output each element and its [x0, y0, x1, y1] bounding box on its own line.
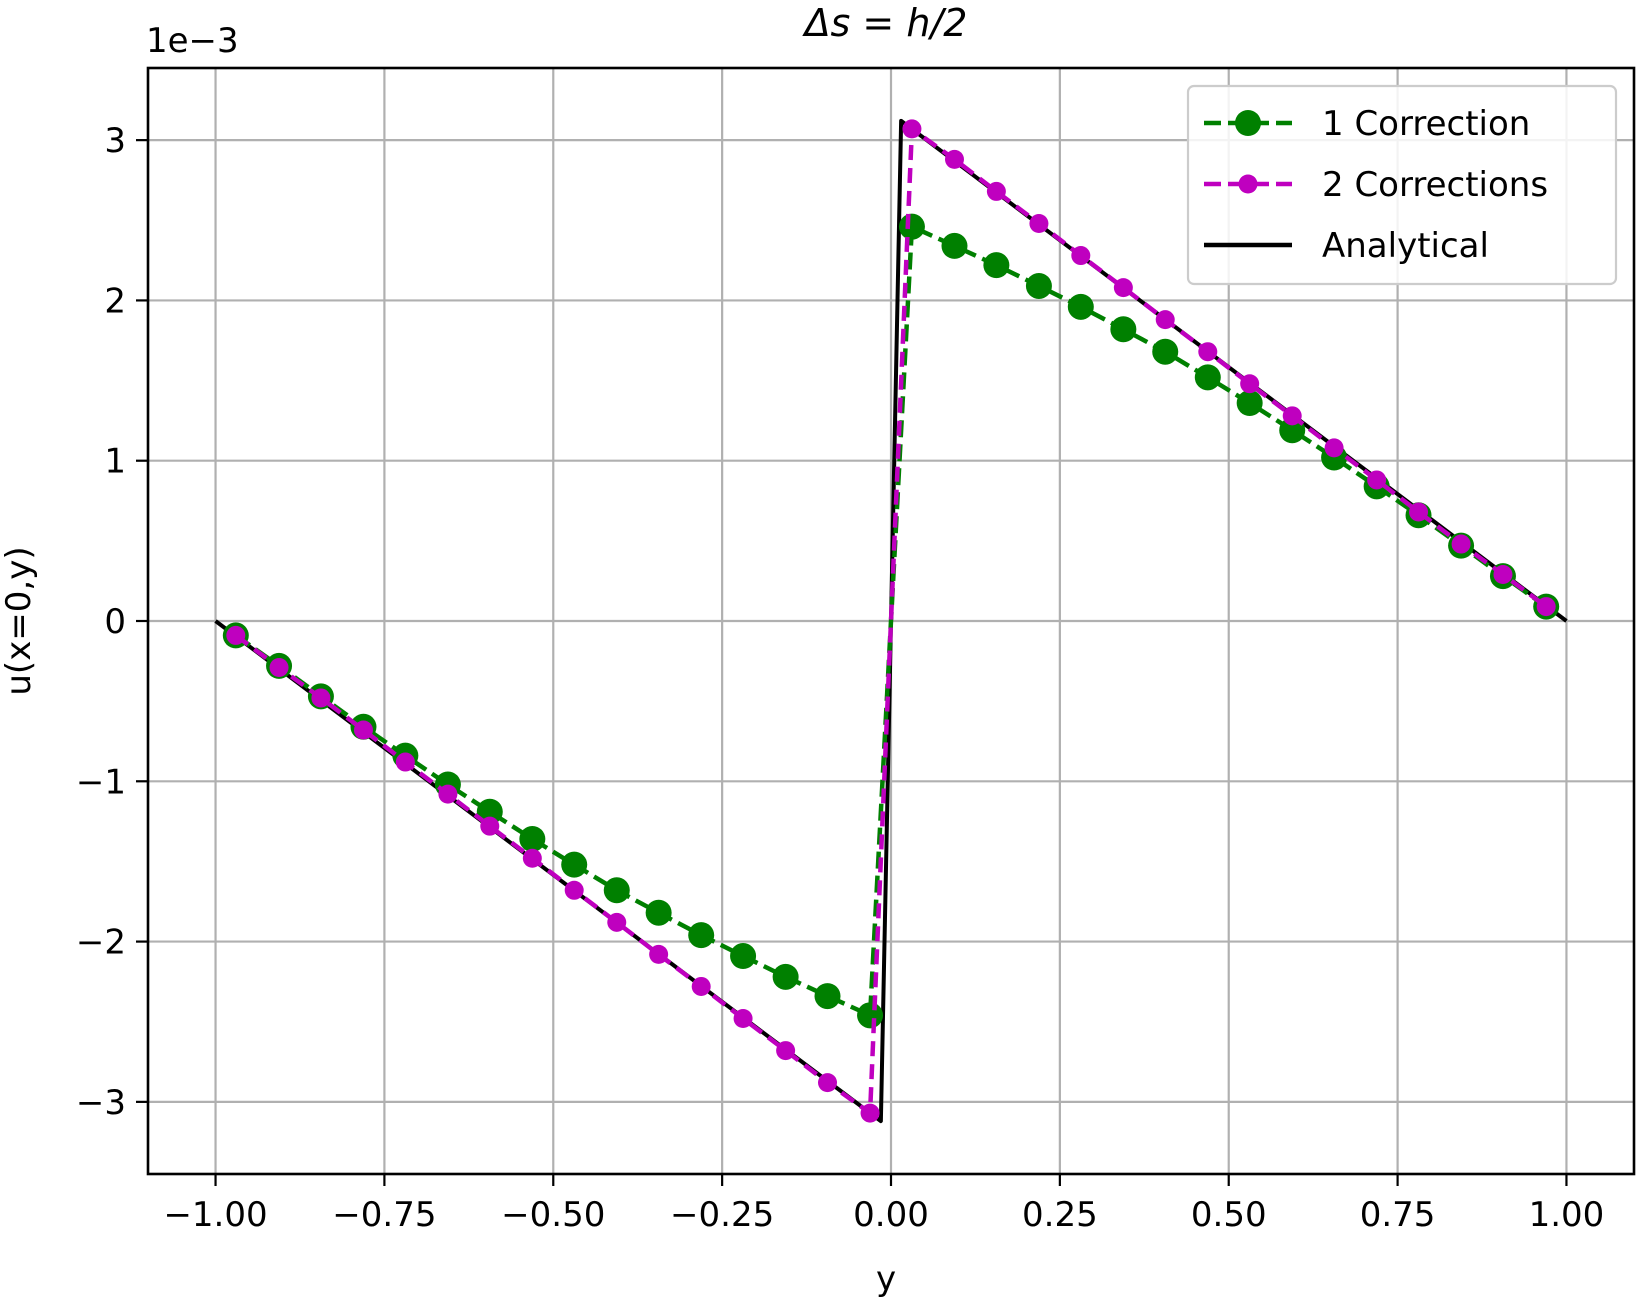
- x-tick-label: 0.75: [1360, 1195, 1436, 1235]
- data-point: [902, 119, 922, 139]
- data-point: [898, 213, 925, 240]
- y-tick-label: −3: [76, 1083, 126, 1123]
- data-point: [1155, 310, 1175, 330]
- data-point: [395, 752, 415, 772]
- x-tick-label: 1.00: [1529, 1195, 1605, 1235]
- y-axis: −3 −2 −1 0 1 2 3: [76, 121, 148, 1123]
- legend-box: [1186, 84, 1618, 286]
- data-point: [564, 880, 584, 900]
- data-point: [776, 1041, 796, 1061]
- data-point: [1194, 364, 1221, 391]
- data-point: [226, 625, 246, 645]
- x-tick-label: −0.25: [670, 1195, 774, 1235]
- data-point: [1279, 417, 1306, 444]
- data-point: [1324, 438, 1344, 458]
- data-point: [986, 181, 1006, 201]
- data-point: [1071, 246, 1091, 266]
- data-point: [944, 149, 964, 169]
- data-point: [857, 1002, 884, 1029]
- y-tick-label: 3: [104, 121, 126, 161]
- data-point: [941, 232, 968, 259]
- legend-label: 2 Corrections: [1322, 165, 1548, 205]
- data-point: [269, 657, 289, 677]
- data-point: [1236, 390, 1263, 417]
- legend-marker: [1238, 174, 1258, 194]
- data-point: [603, 877, 630, 904]
- data-point: [730, 943, 757, 970]
- data-point: [1113, 278, 1133, 298]
- data-point: [1451, 534, 1471, 554]
- data-point: [772, 963, 799, 990]
- data-point: [1152, 338, 1179, 365]
- data-point: [733, 1009, 753, 1029]
- data-point: [860, 1103, 880, 1123]
- x-tick-label: −0.50: [501, 1195, 605, 1235]
- data-point: [1198, 342, 1218, 362]
- data-point: [818, 1073, 838, 1093]
- y-tick-label: −2: [76, 923, 126, 963]
- legend-label: 1 Correction: [1322, 104, 1530, 144]
- plot-series: [214, 118, 1568, 1124]
- legend: 1 Correction 2 Corrections Analytical: [1186, 84, 1618, 286]
- data-point: [814, 983, 841, 1010]
- data-point: [1282, 406, 1302, 426]
- y-tick-label: 1: [104, 442, 126, 482]
- data-point: [983, 252, 1010, 279]
- data-point: [353, 720, 373, 740]
- data-point: [649, 944, 669, 964]
- data-point: [1067, 293, 1094, 320]
- data-point: [1367, 470, 1387, 490]
- data-point: [480, 816, 500, 836]
- data-point: [1025, 272, 1052, 299]
- x-axis: −1.00 −0.75 −0.50 −0.25 0.00 0.25 0.50 0.75 1.00: [163, 1174, 1604, 1235]
- x-tick-label: 0.25: [1022, 1195, 1098, 1235]
- y-scale-label: 1e−3: [146, 21, 239, 61]
- data-point: [607, 912, 627, 932]
- data-point: [645, 899, 672, 926]
- data-point: [311, 688, 331, 708]
- data-point: [1110, 316, 1137, 343]
- data-point: [1240, 374, 1260, 394]
- x-tick-label: −0.75: [332, 1195, 436, 1235]
- data-point: [1409, 502, 1429, 522]
- data-point: [476, 798, 503, 825]
- y-tick-label: −1: [76, 762, 126, 802]
- legend-marker: [1235, 110, 1261, 136]
- x-tick-label: −1.00: [163, 1195, 267, 1235]
- data-point: [688, 922, 715, 949]
- x-tick-label: 0.50: [1191, 1195, 1267, 1235]
- legend-label: Analytical: [1322, 226, 1489, 266]
- x-tick-label: 0.00: [853, 1195, 929, 1235]
- chart-title: Δs = h/2: [802, 1, 968, 45]
- data-point: [438, 784, 458, 804]
- data-point: [1536, 597, 1556, 617]
- data-point: [691, 976, 711, 996]
- y-tick-label: 0: [104, 602, 126, 642]
- data-point: [561, 851, 588, 878]
- y-tick-label: 2: [104, 281, 126, 321]
- data-point: [1029, 213, 1049, 233]
- y-axis-label: u(x=0,y): [0, 546, 39, 695]
- data-point: [522, 848, 542, 868]
- x-axis-label: y: [876, 1259, 896, 1299]
- series-2-corrections: [226, 119, 1556, 1123]
- data-point: [519, 825, 546, 852]
- data-point: [1493, 565, 1513, 585]
